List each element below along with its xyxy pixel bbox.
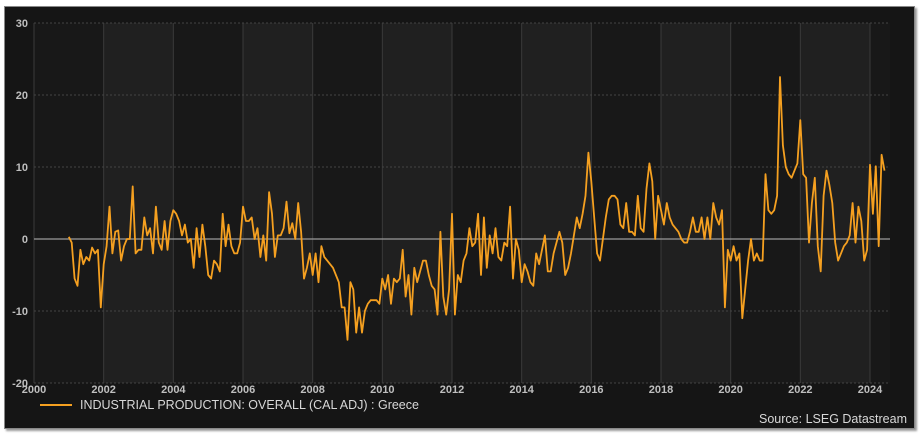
year-band [661, 23, 731, 383]
x-tick-label: 2014 [509, 384, 534, 396]
x-tick-label: 2018 [649, 384, 673, 396]
x-tick-label: 2000 [22, 384, 46, 396]
x-tick-label: 2002 [91, 384, 115, 396]
y-tick-label: 20 [16, 90, 28, 102]
y-tick-label: -10 [12, 306, 28, 318]
legend-swatch [40, 404, 72, 406]
y-tick-label: 10 [16, 162, 28, 174]
y-tick-label: 0 [22, 234, 28, 246]
y-tick-label: 30 [16, 18, 28, 30]
y-tick-label: -20 [12, 378, 28, 390]
year-band [243, 23, 313, 383]
x-tick-label: 2016 [579, 384, 603, 396]
x-tick-label: 2008 [300, 384, 324, 396]
x-tick-label: 2020 [718, 384, 742, 396]
year-band [800, 23, 870, 383]
source-note: Source: LSEG Datastream [759, 412, 907, 426]
x-tick-label: 2006 [231, 384, 255, 396]
year-band [521, 23, 592, 383]
plot-area [34, 23, 890, 383]
series-line-greece [67, 76, 886, 341]
x-tick-label: 2022 [788, 384, 812, 396]
legend: INDUSTRIAL PRODUCTION: OVERALL (CAL ADJ)… [40, 398, 419, 412]
x-tick-label: 2024 [858, 384, 883, 396]
legend-label: INDUSTRIAL PRODUCTION: OVERALL (CAL ADJ)… [80, 398, 419, 412]
x-tick-label: 2004 [161, 384, 186, 396]
x-tick-label: 2012 [440, 384, 464, 396]
year-band [103, 23, 174, 383]
x-tick-label: 2010 [370, 384, 394, 396]
year-band [382, 23, 452, 383]
